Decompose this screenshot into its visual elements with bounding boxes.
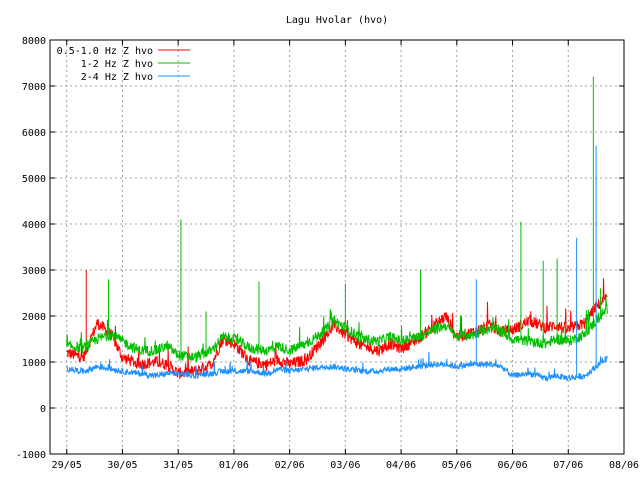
y-tick-label: 1000 [22, 358, 46, 369]
y-tick-label: 6000 [22, 128, 46, 139]
x-tick-label: 08/06 [609, 460, 639, 471]
series-line [66, 296, 608, 363]
x-tick-label: 07/06 [553, 460, 583, 471]
series-2 [66, 145, 608, 383]
legend-label: 2-4 Hz Z hvo [81, 72, 153, 83]
y-tick-label: 0 [40, 404, 46, 415]
y-tick-label: 3000 [22, 266, 46, 277]
series-layer [66, 76, 608, 383]
x-tick-label: 31/05 [163, 460, 193, 471]
series-0 [66, 270, 608, 380]
y-tick-label: 7000 [22, 82, 46, 93]
y-tick-label: 8000 [22, 36, 46, 47]
chart-title: Lagu Hvolar (hvo) [286, 15, 388, 26]
y-tick-label: 5000 [22, 174, 46, 185]
legend-label: 1-2 Hz Z hvo [81, 59, 153, 70]
x-tick-label: 04/06 [386, 460, 416, 471]
legend: 0.5-1.0 Hz Z hvo 1-2 Hz Z hvo 2-4 Hz Z hvo [57, 46, 190, 83]
series-line [66, 278, 608, 380]
y-tick-label: 2000 [22, 312, 46, 323]
y-tick-label: 4000 [22, 220, 46, 231]
series-1 [66, 76, 608, 363]
x-tick-label: 05/06 [442, 460, 472, 471]
x-tick-label: 03/06 [330, 460, 360, 471]
x-tick-label: 30/05 [107, 460, 137, 471]
legend-label: 0.5-1.0 Hz Z hvo [57, 46, 153, 57]
x-tick-label: 02/06 [275, 460, 305, 471]
x-tick-label: 06/06 [497, 460, 527, 471]
series-line [66, 351, 608, 383]
plot-frame [49, 39, 625, 455]
y-tick-label: -1000 [16, 450, 46, 461]
axis-layer: -1000 0 1000 2000 3000 4000 5000 6000 7000 8000 29… [16, 36, 639, 471]
x-tick-label: 01/06 [219, 460, 249, 471]
grid-layer [50, 40, 625, 454]
x-tick-label: 29/05 [52, 460, 82, 471]
